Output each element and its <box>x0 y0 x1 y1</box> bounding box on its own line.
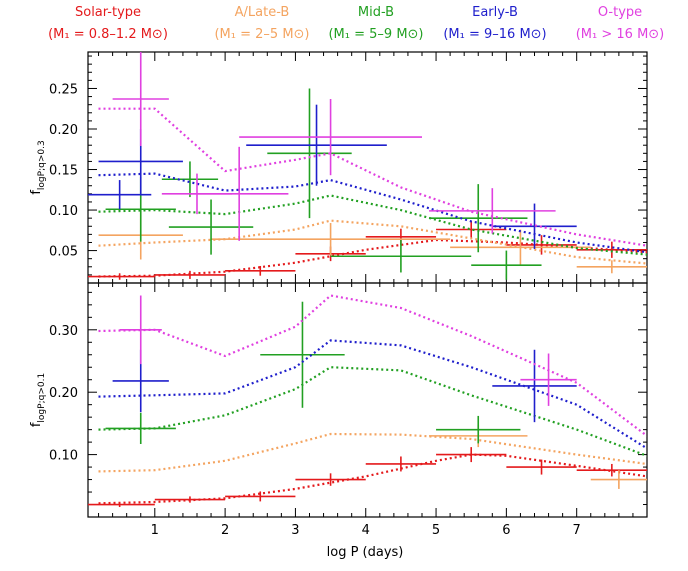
y-tick-label: 0.05 <box>49 245 78 260</box>
x-tick-label: 4 <box>362 523 370 538</box>
panel-frame <box>87 51 648 284</box>
model-curve-series-4 <box>98 294 647 437</box>
x-tick-label: 6 <box>502 523 510 538</box>
legend-name-3: Early-B <box>472 5 518 20</box>
model-curve-series-2 <box>98 366 647 457</box>
y-axis-label: flogP;q>0.3 <box>29 140 47 194</box>
y-tick-label: 0.30 <box>49 324 78 339</box>
y-tick-label: 0.10 <box>49 204 78 219</box>
x-tick-label: 5 <box>432 523 440 538</box>
y-axis-label-sub: logP;q>0.3 <box>37 140 47 190</box>
legend-name-4: O-type <box>598 5 642 20</box>
panel-frame <box>87 282 648 518</box>
data-layer <box>88 294 647 508</box>
legend: Solar-type (M₁ = 0.8–1.2 M⊙) A/Late-B (M₁ =… <box>48 5 664 42</box>
model-curve-series-2 <box>98 194 647 256</box>
legend-mass-1: (M₁ = 2–5 M⊙) <box>214 27 309 42</box>
legend-mass-0: (M₁ = 0.8–1.2 M⊙) <box>48 27 168 42</box>
legend-name-0: Solar-type <box>75 5 141 20</box>
x-tick-label: 3 <box>291 523 299 538</box>
legend-mass-2: (M₁ = 5–9 M⊙) <box>328 27 423 42</box>
model-curve-series-4 <box>98 107 647 247</box>
x-tick-label: 2 <box>221 523 229 538</box>
y-tick-label: 0.15 <box>49 164 78 179</box>
legend-name-1: A/Late-B <box>235 5 290 20</box>
model-curve-series-3 <box>98 172 647 254</box>
legend-mass-3: (M₁ = 9–16 M⊙) <box>443 27 546 42</box>
y-tick-label: 0.20 <box>49 123 78 138</box>
legend-mass-4: (M₁ > 16 M⊙) <box>576 27 665 42</box>
model-curve-series-3 <box>98 339 647 450</box>
y-axis-label-main: f <box>29 422 44 427</box>
top-panel: 0.05 0.10 0.15 0.20 0.25 flogP;q>0.3 <box>29 51 648 284</box>
y-tick-label: 0.10 <box>49 449 78 464</box>
y-tick-label: 0.20 <box>49 386 78 401</box>
model-curve-series-0 <box>98 453 647 505</box>
legend-name-2: Mid-B <box>358 5 394 20</box>
bottom-panel: 1 2 3 4 5 6 7 0.10 0.20 0.30 flogP;q>0.1 <box>29 282 648 538</box>
x-axis-label: log P (days) <box>327 545 404 560</box>
y-axis-label: flogP;q>0.1 <box>29 373 47 427</box>
x-tick-label: 7 <box>573 523 581 538</box>
y-tick-label: 0.25 <box>49 82 78 97</box>
model-curve-series-1 <box>98 432 647 473</box>
x-tick-label: 1 <box>151 523 159 538</box>
data-layer <box>88 52 647 280</box>
y-axis-label-main: f <box>29 190 44 195</box>
y-axis-label-sub: logP;q>0.1 <box>37 373 47 423</box>
